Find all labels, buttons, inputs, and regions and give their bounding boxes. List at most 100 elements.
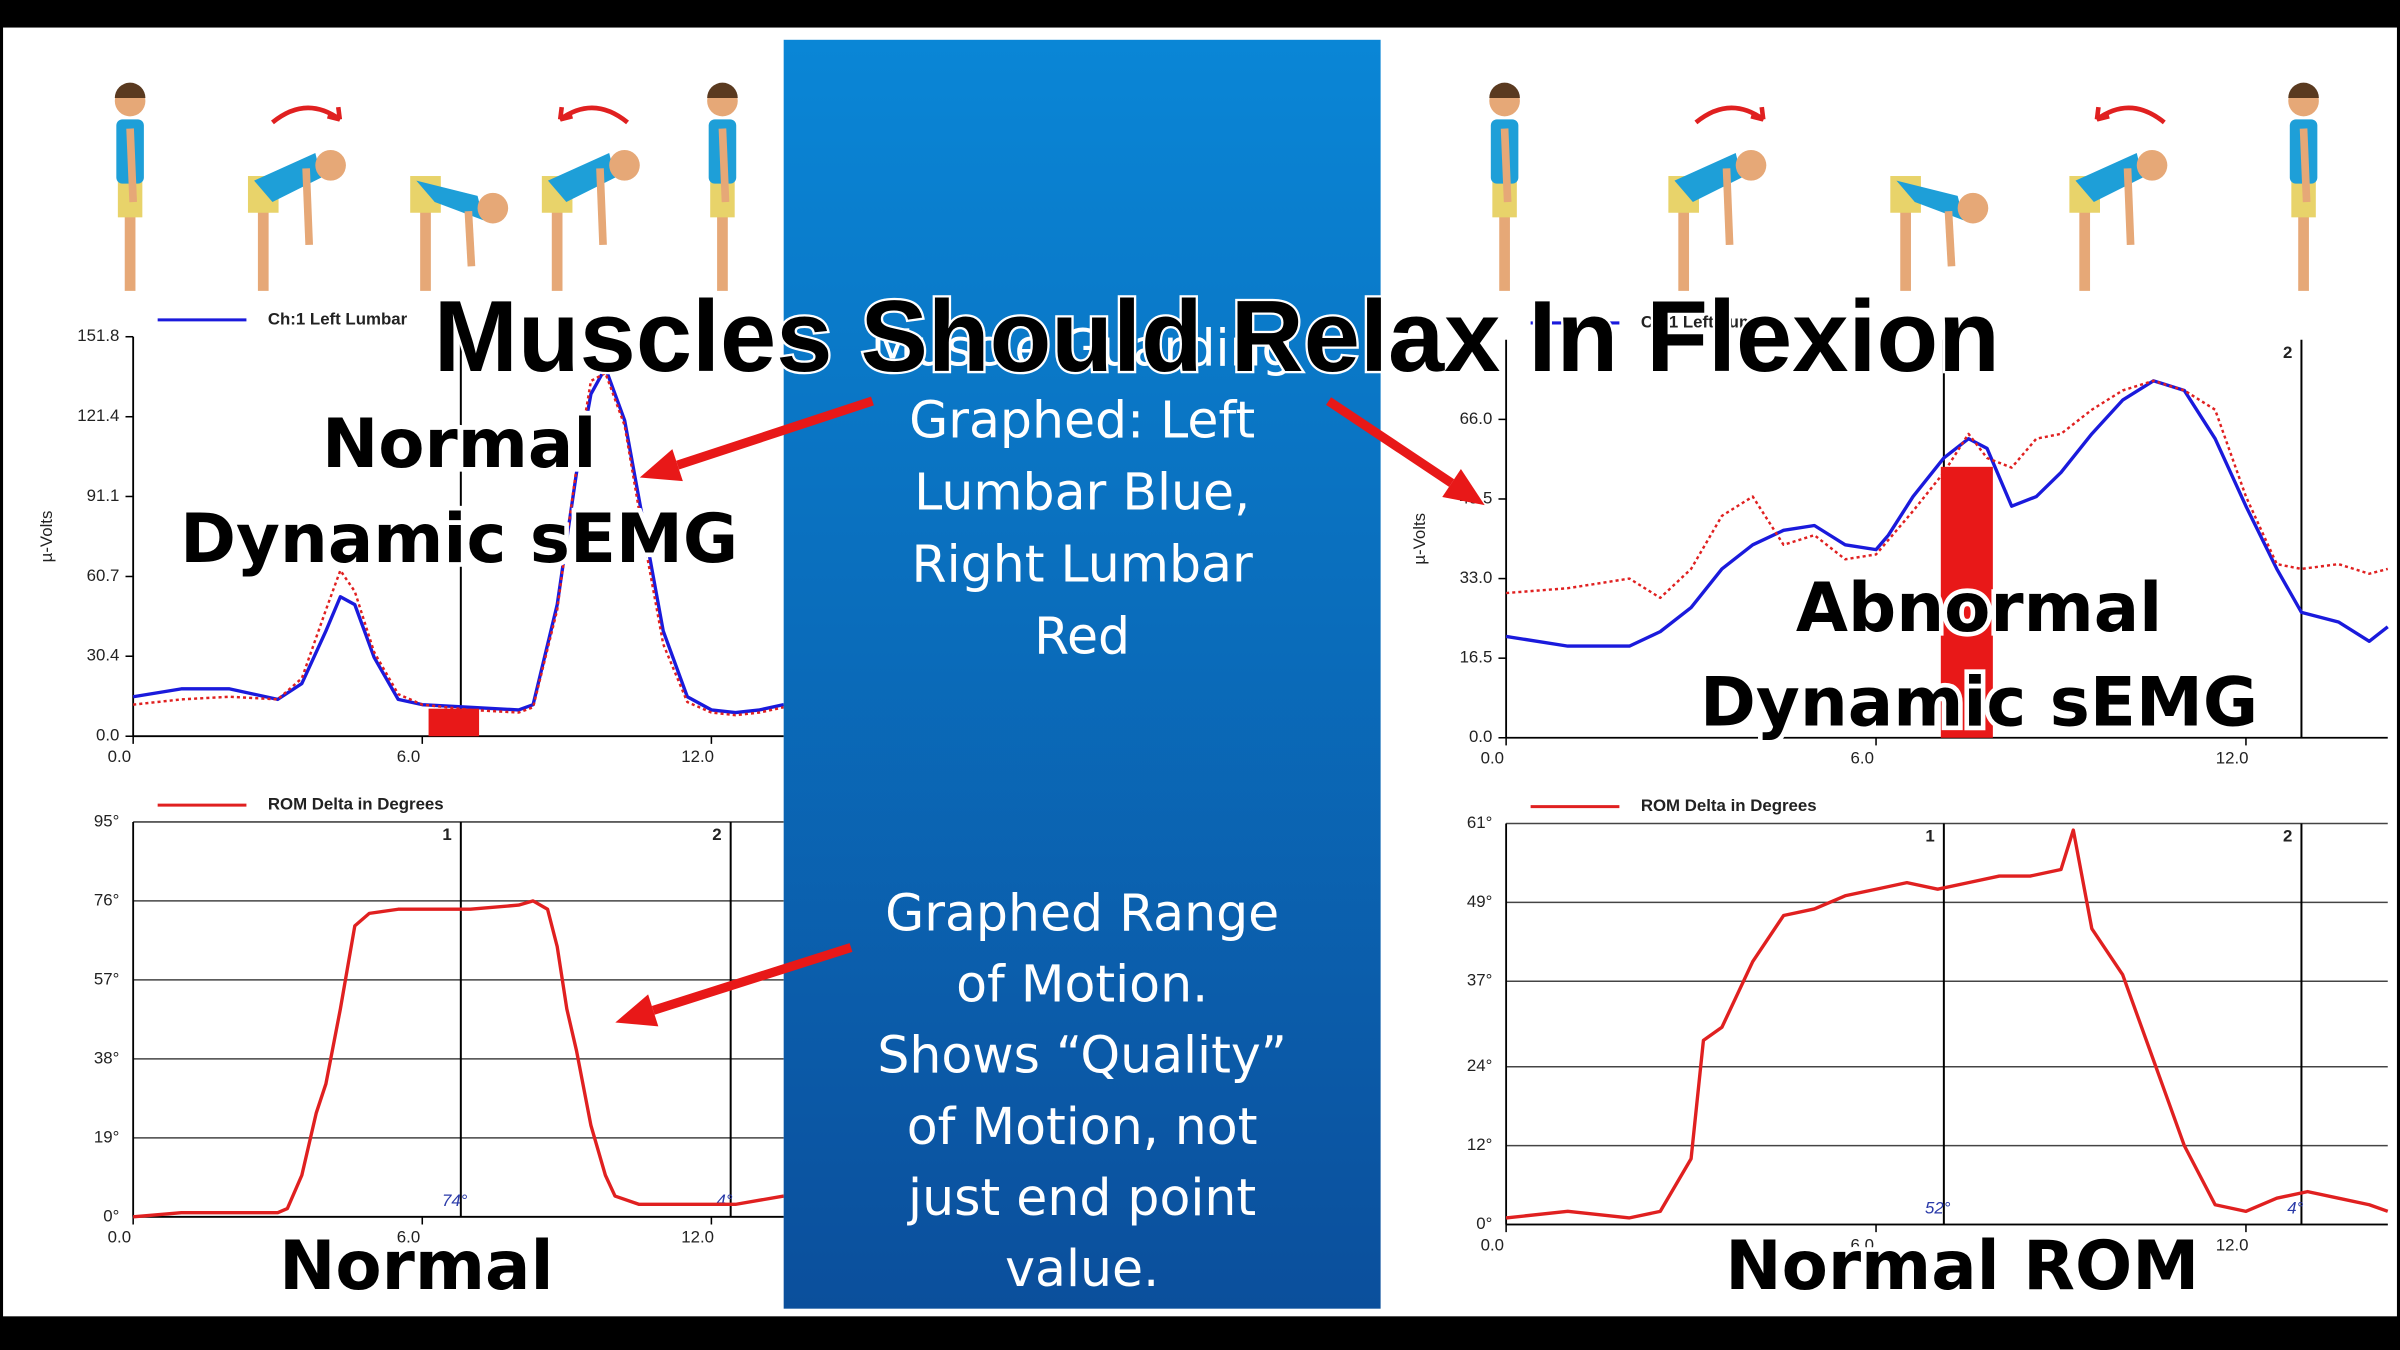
x-tick-label: 12.0: [681, 1228, 714, 1247]
series-line: [1505, 379, 2389, 648]
person-figure: [114, 82, 146, 291]
panel-text: Shows “Quality”: [877, 1026, 1287, 1085]
x-tick-label: 0.0: [1481, 749, 1504, 768]
panel-text: Graphed Range: [885, 883, 1279, 942]
highlight-box: [428, 708, 480, 737]
y-tick-label: 121.4: [77, 406, 119, 425]
marker-readout: 52°: [1925, 1199, 1951, 1218]
hair: [2288, 82, 2319, 98]
series-line: [1505, 828, 2389, 1220]
chart-caption: Normal ROM: [1725, 1226, 2199, 1305]
chart-caption: Abnormal: [1796, 568, 2162, 647]
legend-label: Ch:1 Left Lumbar: [268, 309, 408, 328]
arm: [302, 168, 314, 246]
x-tick-label: 6.0: [397, 1228, 420, 1247]
arm: [126, 128, 137, 203]
pointer-arrow: [676, 396, 874, 470]
y-tick-label: 151.8: [77, 326, 119, 345]
y-tick-label: 61°: [1467, 813, 1492, 832]
pointer-arrowhead: [1442, 469, 1485, 506]
legend-label: ROM Delta in Degrees: [268, 795, 444, 814]
arm: [2299, 128, 2311, 203]
y-tick-label: 30.4: [87, 646, 120, 665]
y-tick-label: 33.0: [1460, 568, 1493, 587]
panel-text: of Motion, not: [907, 1097, 1258, 1156]
y-tick-label: 0°: [1476, 1214, 1492, 1233]
panel-text: Muscle Guarding: [871, 319, 1294, 378]
head: [1735, 150, 1767, 181]
y-tick-label: 12°: [1467, 1135, 1492, 1154]
plot-area: [133, 821, 784, 1217]
y-tick-label: 66.0: [1460, 409, 1493, 428]
series-line: [1506, 379, 2389, 600]
x-tick-label: 12.0: [2216, 749, 2249, 768]
torso: [2075, 153, 2143, 203]
y-tick-label: 24°: [1467, 1056, 1492, 1075]
x-tick-label: 6.0: [397, 747, 420, 766]
legend-label: ROM Delta in Degrees: [1641, 796, 1817, 815]
y-tick-label: 91.1: [87, 486, 120, 505]
plot-area: [1506, 823, 2388, 1225]
chart-caption: Dynamic sEMG: [180, 499, 738, 578]
torso: [254, 153, 322, 203]
hair: [1489, 82, 1520, 98]
annotations: Muscle Guarding Graphed: Left Lumbar Blue,…: [176, 279, 2263, 1310]
y-tick-label: 0.0: [1469, 727, 1492, 746]
x-tick-label: 12.0: [681, 747, 714, 766]
marker-label: 2: [712, 825, 721, 844]
highlight-box: [1940, 466, 1993, 738]
person-figure: [1890, 176, 1989, 291]
pointer-arrowhead: [639, 449, 683, 482]
y-tick-label: 19°: [94, 1127, 119, 1146]
panel-text: of Motion.: [956, 955, 1208, 1014]
marker-label: 1: [1925, 827, 1934, 846]
series-line: [133, 899, 784, 1219]
arm: [596, 168, 607, 246]
person-figure: [410, 176, 509, 291]
person-figure: [2288, 82, 2319, 291]
motion-arrow: [1694, 105, 1766, 125]
head: [315, 150, 346, 181]
motion-arrow: [557, 105, 630, 125]
panel-text: Right Lumbar: [912, 534, 1253, 593]
pointer-arrow: [651, 943, 853, 1015]
head: [477, 192, 509, 224]
chart-caption: Normal: [322, 404, 596, 483]
y-tick-label: 0.0: [96, 726, 119, 745]
panel-text: Graphed: Left: [909, 390, 1255, 449]
torso: [416, 180, 484, 221]
marker-readout: 4°: [716, 1191, 732, 1210]
x-tick-label: 0.0: [108, 747, 131, 766]
x-tick-label: 0.0: [1481, 1235, 1504, 1254]
chart-caption: Normal: [279, 1226, 553, 1305]
marker-label: 2: [2283, 343, 2292, 362]
torso: [547, 153, 616, 203]
torso: [1896, 180, 1964, 221]
person-figure: [707, 82, 738, 291]
center-panel: [783, 39, 1381, 1309]
y-tick-label: 57°: [94, 969, 119, 988]
torso: [1674, 153, 1742, 203]
arm: [1500, 128, 1512, 203]
chart: 0.0 30.4 60.7 91.1 121.4 151.8 0.0 6.0 12.0 µ-Vol…: [37, 309, 785, 766]
chart: 0° 19° 38° 57° 76° 95° 0.0 6.0 12.0 1 74° 2 4° ROM De…: [94, 795, 784, 1247]
y-tick-label: 60.7: [87, 566, 120, 585]
y-tick-label: 16.5: [1460, 648, 1493, 667]
x-tick-label: 12.0: [2216, 1235, 2249, 1254]
y-axis-label: µ-Volts: [1410, 513, 1429, 565]
person-figure: [541, 150, 640, 291]
x-tick-label: 0.0: [108, 1228, 131, 1247]
person-figure: [1489, 82, 1520, 291]
legend-label: Ch:1 Left Lumbar: [1641, 312, 1781, 331]
chart-caption: Dynamic sEMG: [1700, 663, 2258, 742]
hair: [114, 82, 146, 98]
head: [609, 150, 640, 181]
head: [1957, 192, 1989, 224]
person-figure: [1668, 150, 1767, 291]
arm: [1722, 168, 1734, 246]
series-line: [132, 366, 785, 715]
panel-text: Lumbar Blue,: [914, 462, 1250, 521]
arm: [718, 128, 730, 203]
